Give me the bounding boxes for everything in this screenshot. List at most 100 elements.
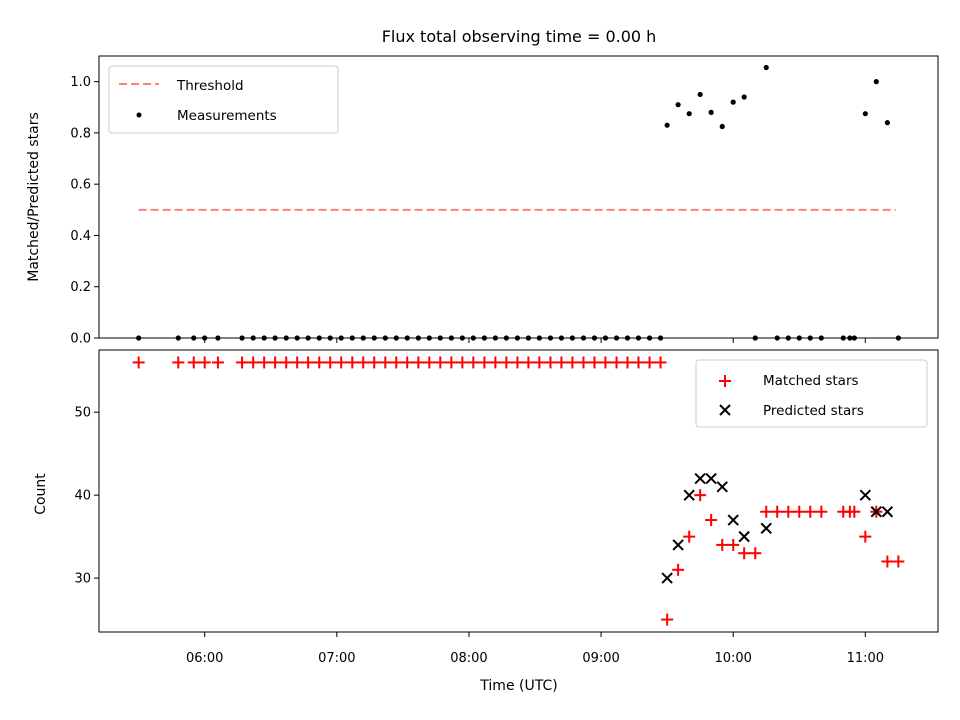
measurement-point	[675, 102, 681, 108]
bottom-axes-frame	[98, 349, 939, 633]
matched-legend-swatch	[719, 375, 731, 387]
matched-star-marker	[848, 505, 861, 518]
matched-legend-label: Matched stars	[763, 373, 859, 389]
top-y-tick-label: 0.4	[70, 229, 91, 244]
matched-star-marker	[211, 356, 224, 369]
matched-star-marker	[749, 547, 762, 560]
matched-star-marker	[489, 356, 502, 369]
x-tick-label: 09:00	[582, 651, 619, 666]
matched-star-marker	[302, 356, 315, 369]
matched-star-marker	[456, 356, 469, 369]
measurement-point	[730, 99, 736, 105]
bottom-legend-box	[695, 359, 928, 428]
matched-star-marker	[280, 356, 293, 369]
top-x-ticks	[204, 338, 866, 343]
x-tick-label: 08:00	[450, 651, 487, 666]
bottom-y-tick-label: 30	[74, 572, 91, 587]
matched-star-marker	[760, 505, 773, 518]
matched-star-marker	[368, 356, 381, 369]
predicted-star-marker	[760, 522, 772, 535]
matched-star-marker	[892, 555, 905, 568]
matched-star-marker	[672, 563, 685, 576]
matched-star-marker	[445, 356, 458, 369]
matched-star-marker	[588, 356, 601, 369]
matched-star-marker	[716, 538, 729, 551]
matched-star-marker	[412, 356, 425, 369]
matched-star-marker	[661, 613, 674, 626]
top-y-tick-label: 0.0	[70, 332, 91, 347]
bottom-y-tick-label: 50	[74, 406, 91, 421]
matched-star-marker	[815, 505, 828, 518]
x-tick-label: 06:00	[186, 651, 223, 666]
measurement-point	[719, 123, 725, 130]
matched-star-marker	[705, 514, 718, 527]
predicted-star-marker	[672, 539, 684, 551]
measurement-point	[873, 79, 879, 85]
predicted-star-marker	[716, 481, 728, 493]
predicted-legend-label: Predicted stars	[763, 403, 864, 419]
matched-star-marker	[467, 356, 480, 369]
matched-star-marker	[324, 356, 337, 369]
measurement-point	[686, 111, 692, 117]
matched-star-marker	[859, 530, 872, 543]
bottom-y-ticks: 30 40 50	[74, 406, 99, 587]
matched-star-marker	[379, 356, 392, 369]
measurement-point	[862, 111, 868, 117]
matched-star-marker	[544, 356, 557, 369]
matched-star-marker	[738, 547, 751, 560]
matched-star-marker	[771, 505, 784, 518]
matched-star-marker	[258, 356, 271, 369]
matched-star-marker	[236, 356, 249, 369]
chart-title: Flux total observing time = 0.00 h	[382, 27, 657, 46]
matched-star-marker	[533, 356, 546, 369]
matched-star-marker	[500, 356, 513, 369]
top-panel: Matched/Predicted stars 0.0 0.2 0.4 0.6 0.8 1…	[26, 55, 939, 347]
matched-star-marker	[187, 356, 200, 369]
threshold-legend-label: Threshold	[176, 78, 244, 94]
bottom-y-tick-label: 40	[74, 489, 91, 504]
matched-star-marker	[172, 356, 185, 369]
matched-star-marker	[346, 356, 359, 369]
matched-star-marker	[390, 356, 403, 369]
matched-star-marker	[566, 356, 579, 369]
matched-star-marker	[782, 505, 795, 518]
bottom-plot-area	[132, 356, 905, 626]
measurement-point	[741, 94, 747, 100]
x-tick-label: 07:00	[318, 651, 355, 666]
top-y-axis-label: Matched/Predicted stars	[26, 112, 42, 282]
matched-star-marker	[522, 356, 535, 369]
matched-star-marker	[478, 356, 491, 369]
x-tick-label: 11:00	[847, 651, 884, 666]
top-y-tick-label: 0.2	[70, 280, 91, 295]
matched-star-marker	[654, 356, 667, 369]
matched-star-marker	[198, 356, 211, 369]
x-axis-label: Time (UTC)	[479, 678, 557, 694]
predicted-star-marker	[727, 514, 739, 526]
matched-star-marker	[401, 356, 414, 369]
matched-star-marker	[881, 555, 894, 568]
matched-star-marker	[511, 356, 524, 369]
matched-star-marker	[313, 356, 326, 369]
top-legend-box	[108, 65, 339, 134]
matched-star-marker	[683, 530, 696, 543]
predicted-star-marker	[683, 489, 695, 501]
measurement-point	[708, 109, 714, 115]
predicted-star-marker	[859, 489, 872, 501]
matched-star-marker	[434, 356, 447, 369]
matched-star-marker	[269, 356, 282, 369]
matched-star-marker	[727, 538, 740, 551]
matched-star-marker	[643, 356, 656, 369]
measurements-legend-swatch	[136, 112, 142, 118]
measurement-point	[697, 91, 703, 98]
top-legend: Threshold Measurements	[108, 65, 339, 134]
matched-star-marker	[555, 356, 568, 369]
measurement-point	[884, 120, 890, 126]
measurement-point	[763, 64, 769, 71]
measurement-point	[664, 122, 670, 128]
matched-star-marker	[132, 356, 145, 369]
predicted-star-marker	[705, 472, 717, 485]
predicted-star-marker	[661, 572, 673, 584]
matched-star-marker	[357, 356, 370, 369]
matched-star-marker	[291, 356, 304, 369]
